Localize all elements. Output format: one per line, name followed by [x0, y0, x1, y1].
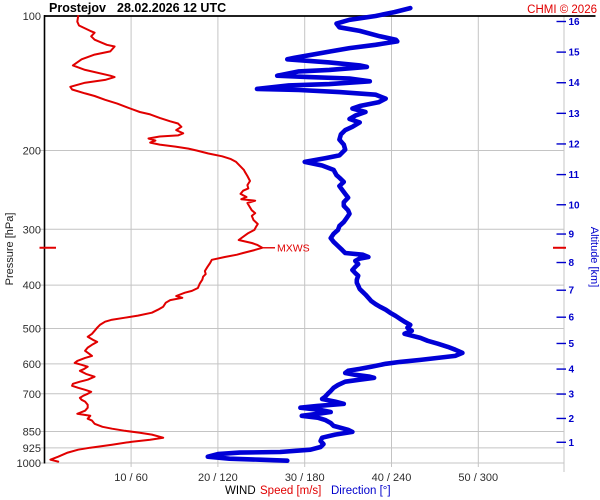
tick-labels-layer: 10 / 60 20 / 120 30 / 180 40 / 240 50 / 300 1… [17, 11, 581, 484]
wind-legend-label: WIND [225, 485, 256, 497]
direction-legend-label: Direction [°] [331, 485, 391, 497]
curves-layer [49, 5, 465, 464]
pressure-tick-label: 600 [23, 359, 41, 371]
altitude-tick-label: 14 [569, 78, 581, 89]
speed-legend-label: Speed [m/s] [260, 485, 321, 497]
direction-curve [205, 5, 465, 464]
altitude-tick-label: 2 [569, 414, 575, 425]
pressure-tick-label: 1000 [17, 458, 41, 470]
altitude-tick-label: 3 [569, 390, 575, 401]
speed-curve [49, 15, 264, 463]
altitude-tick-label: 15 [569, 48, 581, 59]
max-wind-label: MXWS [277, 243, 310, 255]
x-tick-label: 20 / 120 [198, 472, 238, 484]
altitude-tick-label: 16 [569, 17, 581, 28]
copyright-text: CHMI © 2026 [527, 4, 597, 16]
x-tick-label: 50 / 300 [458, 472, 498, 484]
pressure-tick-label: 200 [23, 146, 41, 158]
pressure-tick-label: 300 [23, 224, 41, 236]
pressure-tick-label: 400 [23, 280, 41, 292]
x-tick-label: 10 / 60 [114, 472, 148, 484]
x-tick-label: 30 / 180 [285, 472, 325, 484]
altitude-tick-label: 6 [569, 313, 575, 324]
pressure-axis-label: Pressure [hPa] [4, 213, 16, 286]
altitude-tick-label: 9 [569, 230, 575, 241]
pressure-tick-label: 925 [23, 443, 41, 455]
pressure-tick-label: 100 [23, 11, 41, 23]
altitude-tick-label: 1 [569, 438, 575, 449]
altitude-tick-label: 4 [569, 365, 575, 376]
x-tick-label: 40 / 240 [372, 472, 412, 484]
altitude-tick-label: 10 [569, 200, 581, 211]
altitude-tick-label: 5 [569, 339, 575, 350]
altitude-tick-label: 11 [569, 170, 580, 181]
datetime-title: 28.02.2026 12 UTC [117, 1, 226, 15]
axes-layer [43, 15, 596, 472]
altitude-tick-label: 13 [569, 109, 581, 120]
altitude-axis-label: Altitude [km] [588, 227, 600, 288]
altitude-tick-label: 7 [569, 286, 575, 297]
altitude-tick-label: 8 [569, 258, 575, 269]
station-title: Prostejov [49, 1, 106, 15]
pressure-tick-label: 500 [23, 323, 41, 335]
pressure-tick-label: 700 [23, 389, 41, 401]
pressure-tick-label: 850 [23, 426, 41, 438]
altitude-tick-label: 12 [569, 139, 581, 150]
